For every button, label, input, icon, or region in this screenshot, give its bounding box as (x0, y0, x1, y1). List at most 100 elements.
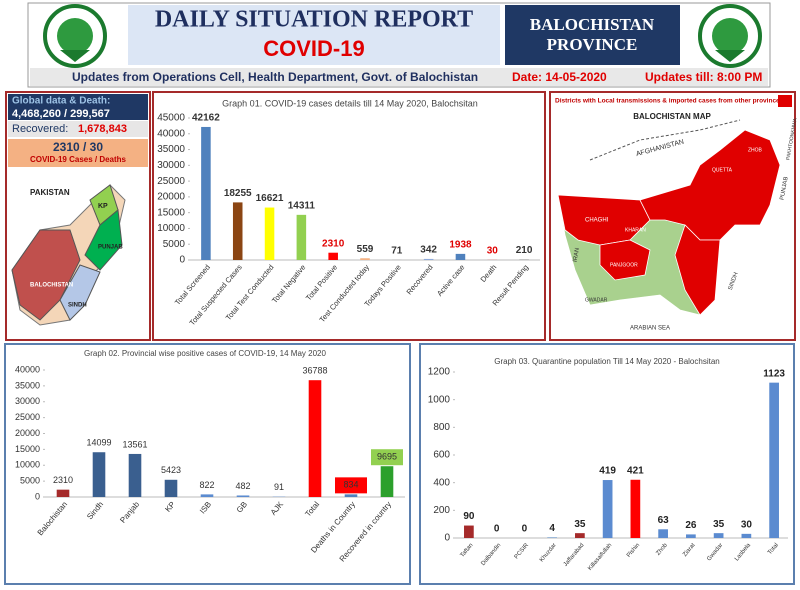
border-line (589, 119, 741, 161)
y-tick-label: 45000 (157, 113, 185, 124)
label-box (335, 477, 367, 494)
bar (308, 380, 322, 497)
value-label: 210 (516, 245, 533, 256)
value-label: 4 (549, 523, 555, 534)
y-tick-label: 0 (35, 491, 40, 501)
value-label: 5423 (161, 465, 181, 475)
y-tick-label: 40000 (15, 364, 40, 374)
value-label: 822 (199, 480, 214, 490)
map-label: IRAN (573, 247, 581, 262)
y-tick-label: 40000 (157, 128, 185, 139)
bar (519, 259, 529, 260)
bar (630, 479, 641, 538)
legend-swatch (778, 95, 792, 107)
province-line: PROVINCE (547, 35, 638, 54)
value-label: 42162 (192, 113, 220, 124)
value-label: 14099 (86, 438, 111, 448)
value-label: 1938 (449, 240, 472, 251)
y-tick-label: 5000 (20, 476, 40, 486)
bar (201, 126, 211, 260)
y-tick-label: 1000 (428, 394, 451, 405)
pakistan-map (11, 184, 126, 326)
map-label: PAKISTAN (30, 188, 70, 197)
bar (200, 494, 214, 497)
bar (455, 253, 466, 260)
bar (686, 534, 696, 538)
recovered-label: Recovered: (12, 123, 68, 135)
province-line: BALOCHISTAN (530, 15, 655, 34)
bar (164, 479, 178, 497)
province-box (505, 5, 680, 65)
value-label: 2310 (53, 475, 73, 485)
label-box (371, 449, 403, 466)
map-label: KP (98, 203, 108, 210)
map-label: ARABIAN SEA (630, 326, 670, 332)
y-tick-label: 0 (179, 255, 185, 266)
bar (464, 525, 474, 538)
bar (423, 258, 434, 260)
y-tick-label: 10000 (15, 460, 40, 470)
y-tick-label: 1200 (428, 367, 451, 378)
value-label: 30 (487, 246, 499, 257)
value-label: 30 (741, 519, 753, 530)
map-label: BALOCHISTAN (30, 283, 73, 289)
value-label: 0 (494, 524, 500, 535)
y-tick-label: 20000 (15, 428, 40, 438)
graph-panel (419, 343, 795, 585)
bar (264, 207, 275, 260)
value-label: 9695 (377, 452, 397, 462)
y-tick-label: 15000 (15, 444, 40, 454)
value-label: 35 (713, 519, 725, 530)
y-tick-label: 25000 (15, 412, 40, 422)
value-label: 1123 (763, 368, 785, 379)
value-label: 834 (343, 480, 358, 490)
y-tick-label: 200 (433, 505, 450, 516)
report-time: Updates till: 8:00 PM (645, 70, 762, 84)
chart-title: Graph 03. Quarantine population Till 14 … (494, 357, 719, 366)
map-label: CHAGHI (585, 218, 609, 224)
report-subtitle: COVID-19 (263, 36, 364, 61)
y-tick-label: 20000 (157, 192, 185, 203)
global-box (8, 94, 148, 120)
logo-left (43, 4, 107, 68)
province-caption: COVID-19 Cases / Deaths (30, 155, 127, 164)
map-label: GWADAR (585, 297, 608, 303)
bar (575, 533, 585, 538)
y-tick-label: 35000 (157, 144, 185, 155)
bar (236, 495, 250, 497)
logo-right (698, 4, 762, 68)
title-box (128, 5, 500, 65)
y-tick-label: 10000 (157, 223, 185, 234)
bar (602, 480, 613, 538)
province-numbers: 2310 / 30 (53, 140, 103, 154)
map-label: SINDH (68, 303, 87, 309)
map-label: ZHOB (748, 147, 763, 153)
bar (128, 453, 142, 497)
balochistan-map (557, 129, 781, 316)
chart-title: Graph 01. COVID-19 cases details till 14… (222, 98, 478, 108)
map-heading: Districts with Local transmissions & imp… (555, 98, 784, 105)
y-tick-label: 25000 (157, 176, 185, 187)
global-heading: Global data & Death: (12, 96, 110, 107)
value-label: 559 (357, 244, 374, 255)
report-date: Date: 14-05-2020 (512, 70, 607, 84)
y-tick-label: 30000 (157, 160, 185, 171)
value-label: 90 (463, 511, 475, 522)
value-label: 26 (685, 520, 697, 531)
recovered-box (8, 121, 148, 137)
map-label: QUETTA (712, 167, 733, 173)
value-label: 482 (235, 481, 250, 491)
map-title: BALOCHISTAN MAP (633, 112, 711, 121)
value-label: 2310 (322, 238, 345, 249)
bar (232, 202, 243, 260)
bar (344, 494, 358, 497)
value-label: 71 (391, 245, 403, 256)
province-stats-box (8, 139, 148, 167)
bar (380, 466, 394, 497)
y-tick-label: 30000 (15, 396, 40, 406)
value-label: 91 (274, 482, 284, 492)
value-label: 13561 (122, 439, 147, 449)
bar (328, 252, 338, 260)
